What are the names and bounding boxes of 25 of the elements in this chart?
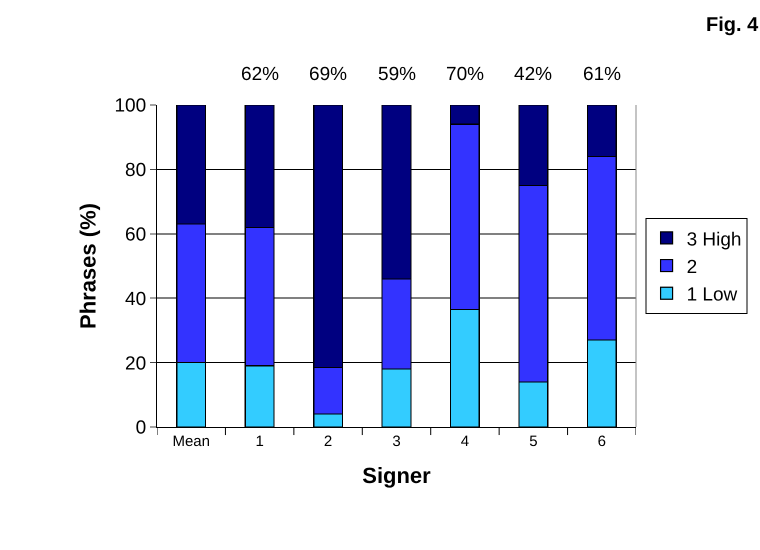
y-tick-label: 60 bbox=[125, 224, 146, 246]
y-tick-label: 20 bbox=[125, 353, 146, 374]
x-tick-label: 3 bbox=[392, 433, 401, 450]
text: 59% bbox=[378, 64, 416, 85]
x-axis-title: Signer bbox=[362, 462, 432, 488]
x-tick-label: 6 bbox=[598, 433, 606, 450]
y-tick-label: 40 bbox=[125, 288, 146, 310]
y-tick-label: 100 bbox=[114, 96, 146, 117]
caption: Fig. 4 bbox=[706, 14, 760, 36]
text: 42% bbox=[514, 64, 552, 85]
text: 61% bbox=[583, 64, 622, 85]
text: 62% bbox=[241, 64, 280, 85]
y-axis-title: Phrases (%) bbox=[75, 203, 100, 329]
text: 69% bbox=[309, 64, 348, 85]
legend-label: 1 Low bbox=[686, 284, 738, 306]
legend-label: 2 bbox=[686, 256, 698, 278]
x-tick-label: 2 bbox=[324, 433, 332, 450]
y-tick-label: 0 bbox=[136, 418, 146, 439]
legend-label: 3 High bbox=[686, 229, 742, 250]
y-tick-label: 80 bbox=[125, 160, 146, 182]
x-tick-label: 5 bbox=[529, 433, 538, 450]
x-tick-label: 1 bbox=[255, 433, 264, 450]
text: 70% bbox=[446, 64, 484, 85]
x-tick-label: Mean bbox=[172, 433, 210, 450]
x-tick-label: 4 bbox=[460, 433, 470, 450]
